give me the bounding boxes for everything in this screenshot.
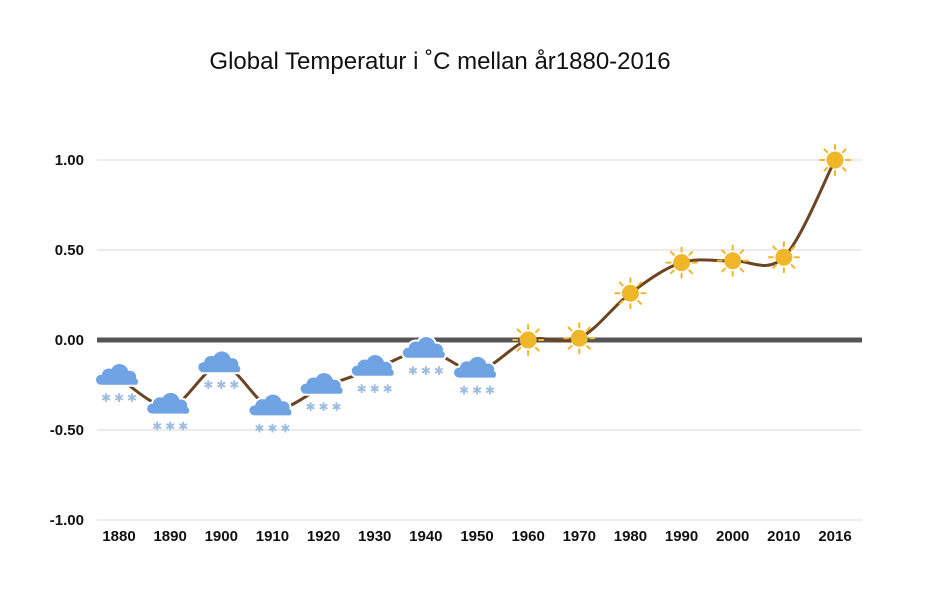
svg-text:✱: ✱ [216,378,226,392]
y-tick-label: -0.50 [50,422,84,439]
sun-icon [767,241,800,274]
svg-text:✱: ✱ [229,378,239,392]
x-tick-label: 1940 [409,528,442,545]
cloud-snow-icon: ✱ ✱ ✱ [94,362,140,405]
x-tick-label: 1920 [307,528,340,545]
svg-text:✱: ✱ [408,364,418,378]
cloud-snow-icon: ✱ ✱ ✱ [452,354,498,398]
y-tick-label: 0.00 [55,332,84,349]
x-tick-label: 1970 [563,528,596,545]
data-markers: ✱ ✱ ✱✱ ✱ ✱✱ ✱ ✱✱ ✱ ✱✱ ✱ ✱✱ ✱ ✱✱ ✱ ✱✱ ✱ ✱ [94,144,851,435]
svg-text:✱: ✱ [114,391,124,405]
svg-text:✱: ✱ [459,384,469,398]
x-tick-label: 2010 [767,528,800,545]
cloud-snow-icon: ✱ ✱ ✱ [298,371,345,414]
grid-lines [97,159,862,521]
x-tick-label: 1910 [256,528,289,545]
y-tick-label: 0.50 [55,242,84,259]
chart-title: Global Temperatur i ˚C mellan år1880-201… [209,48,671,75]
x-tick-label: 1890 [153,528,186,545]
x-axis: 1880 1890 1900 1910 1920 1930 1940 1950 1960 1970… [102,528,851,545]
x-tick-label: 1980 [614,528,647,545]
svg-text:✱: ✱ [370,382,380,396]
svg-text:✱: ✱ [306,400,316,414]
svg-text:✱: ✱ [165,420,175,434]
sun-icon [716,244,749,277]
sun-icon [614,277,647,310]
svg-text:✱: ✱ [434,364,444,378]
svg-text:✱: ✱ [127,391,137,405]
x-tick-label: 1960 [511,528,544,545]
svg-text:✱: ✱ [383,382,393,396]
x-tick-label: 1950 [460,528,493,545]
x-tick-label: 1990 [665,528,698,545]
cloud-snow-icon: ✱ ✱ ✱ [196,349,243,392]
svg-text:✱: ✱ [357,382,367,396]
svg-text:✱: ✱ [332,400,342,414]
sun-icon [665,246,698,279]
svg-text:✱: ✱ [421,364,431,378]
y-tick-label: 1.00 [55,152,84,169]
y-tick-label: -1.00 [50,512,84,529]
cloud-snow-icon: ✱ ✱ ✱ [247,392,294,435]
svg-text:✱: ✱ [485,384,495,398]
svg-text:✱: ✱ [152,420,162,434]
sun-icon [819,144,851,176]
x-tick-label: 2000 [716,528,749,545]
x-tick-label: 1930 [358,528,391,545]
svg-text:✱: ✱ [203,378,213,392]
cloud-snow-icon: ✱ ✱ ✱ [400,335,447,378]
svg-text:✱: ✱ [254,421,264,435]
sun-icon [512,324,545,356]
x-tick-label: 2016 [818,528,851,545]
svg-text:✱: ✱ [472,384,482,398]
svg-text:✱: ✱ [101,391,111,405]
sun-icon [563,322,596,355]
x-tick-label: 1880 [102,528,135,545]
svg-text:✱: ✱ [280,421,290,435]
x-tick-label: 1900 [205,528,238,545]
svg-text:✱: ✱ [319,400,329,414]
svg-text:✱: ✱ [178,420,188,434]
svg-text:✱: ✱ [267,421,277,435]
cloud-snow-icon: ✱ ✱ ✱ [145,390,192,434]
cloud-snow-icon: ✱ ✱ ✱ [349,353,396,396]
y-axis: 1.00 0.50 0.00 -0.50 -1.00 [50,152,84,529]
